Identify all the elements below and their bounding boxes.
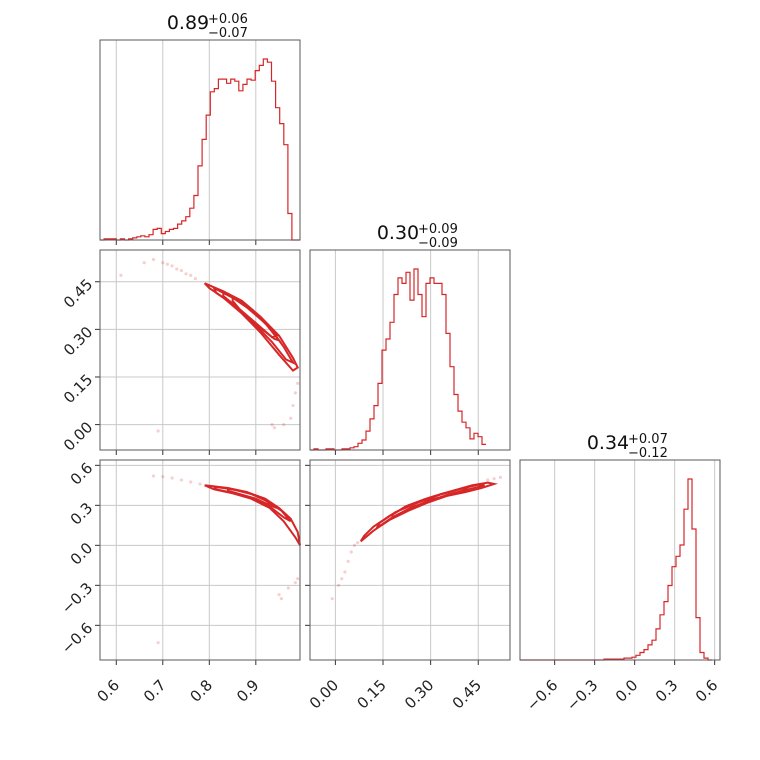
sample-point [165,262,170,266]
hist-panel-p0: 0.89+0.06−0.07 [99,12,301,245]
sample-point [286,586,290,590]
panel-frame [309,249,511,451]
sample-point [498,475,503,479]
y-tick-label: 0.30 [60,323,96,359]
x-tick-label: 0.6 [94,676,124,706]
sample-point [349,550,353,554]
panel-title-p1: 0.30 [377,222,419,244]
density-contour [359,481,499,543]
sample-point [151,474,156,478]
title-plus-error: +0.09 [418,222,458,237]
panel-title-p0: 0.89 [167,12,209,34]
sample-point [277,593,281,597]
sample-point [198,482,202,486]
sample-point [296,381,300,385]
sample-point [330,597,334,601]
scatter-panel-p1-p2: 0.00 0.15 0.30 0.45 [305,459,511,712]
x-tick-label: 0.8 [187,676,217,706]
sample-point [492,477,496,481]
sample-point [346,559,350,563]
sample-point [486,478,490,482]
x-tick-label: −0.3 [563,676,601,714]
scatter-panel-p0-p1: 0.00 0.15 0.30 0.45 [60,249,301,455]
sample-point [289,416,293,420]
x-tick-label: 0.3 [652,676,682,706]
sample-point [291,403,295,408]
sample-point [151,257,156,262]
sample-point [170,264,174,268]
sample-point [179,478,183,482]
y-tick-label: −0.3 [58,579,96,617]
sample-point [293,581,297,585]
panel-title-p2: 0.34 [587,432,629,454]
density-contour [391,487,469,519]
x-tick-label: 0.7 [140,676,170,706]
y-tick-label: −0.6 [58,619,96,657]
panel-frame [99,39,301,241]
panel-frame [309,459,511,661]
x-tick-label: −0.6 [523,676,561,714]
title-plus-error: +0.06 [208,12,248,27]
y-tick-label: 0.45 [60,275,96,311]
sample-point [156,429,160,433]
title-minus-error: −0.09 [418,236,458,251]
sample-point [142,261,146,265]
sample-point [161,475,165,479]
x-tick-label: 0.30 [401,676,437,712]
sample-point [189,273,193,277]
title-plus-error: +0.07 [628,432,668,447]
scatter-panel-p0-p2: 0.6 0.7 0.8 0.9 −0.6−0.3 0.0 0.3 0.6 [58,459,301,706]
sample-point [179,269,183,273]
sample-point [184,272,188,276]
sample-point [119,273,123,277]
x-tick-label: 0.00 [306,676,342,712]
sample-point [189,480,193,484]
x-tick-label: 0.9 [233,676,263,706]
sample-point [161,261,165,265]
x-tick-label: 0.0 [612,676,642,706]
density-contour [222,291,279,339]
sample-point [340,577,344,581]
sample-point [343,570,347,574]
histogram-p0 [100,58,300,241]
title-minus-error: −0.07 [208,26,248,41]
y-tick-label: 0.15 [60,371,96,407]
x-tick-label: 0.15 [353,676,389,712]
sample-point [193,276,197,281]
y-tick-label: 0.00 [60,418,96,454]
hist-panel-p1: 0.30+0.09−0.09 [309,222,511,455]
x-tick-label: 0.45 [449,676,485,712]
sample-point [270,423,274,427]
sample-point [296,577,300,581]
panel-frame [99,459,301,661]
panel-frame [99,249,301,451]
sample-point [156,641,160,645]
histogram-p1 [310,268,486,451]
sample-point [170,476,174,480]
title-minus-error: −0.12 [628,446,668,461]
panel-frame [519,459,721,661]
sample-point [279,597,283,601]
x-tick-label: 0.6 [692,676,722,706]
sample-point [336,583,341,587]
sample-point [175,267,179,271]
density-contour [226,487,278,509]
sample-point [293,391,297,395]
sample-point [352,543,357,547]
sample-point [356,541,360,545]
sample-point [282,423,286,427]
y-tick-label: 0.0 [67,539,97,569]
y-tick-label: 0.3 [67,499,97,529]
density-contour [231,295,283,343]
histogram-p2 [520,478,712,661]
y-tick-label: 0.6 [67,459,97,489]
hist-panel-p2: −0.6 −0.3 0.0 0.3 0.6 0.34+0.07−0.12 [519,432,722,715]
sample-point [272,426,277,430]
